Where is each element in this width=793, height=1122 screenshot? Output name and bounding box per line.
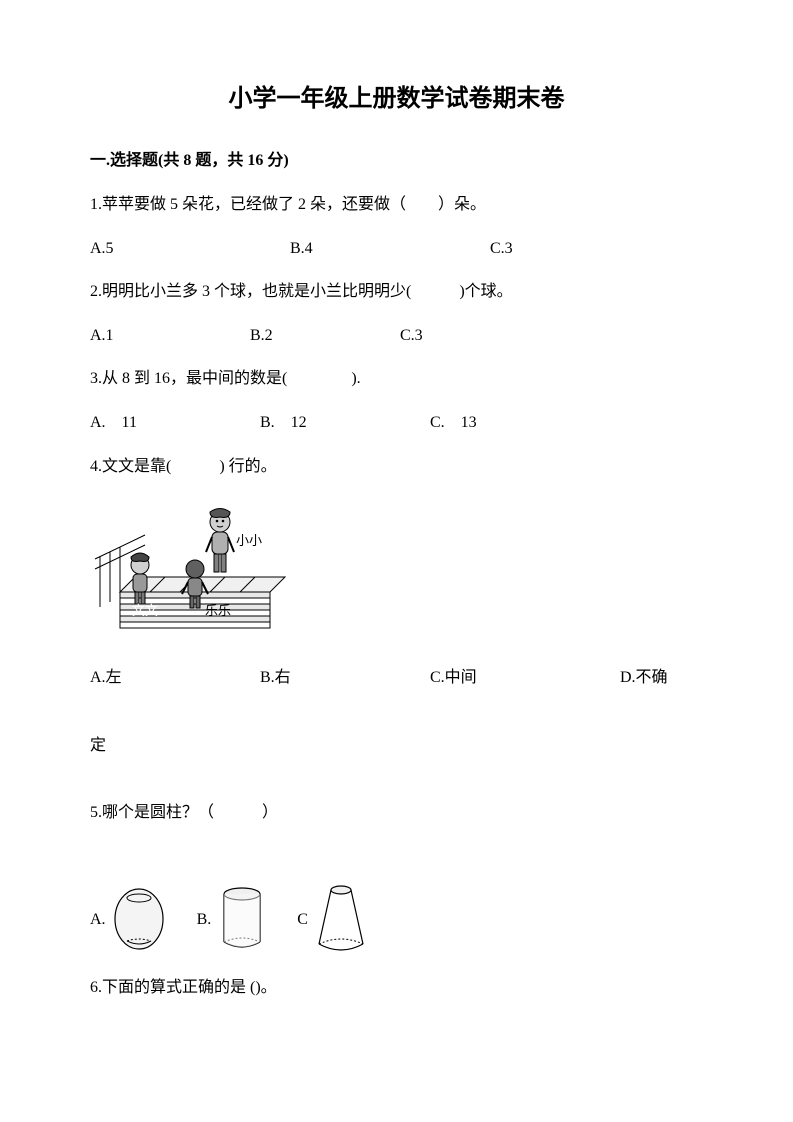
- sphere-icon: [112, 887, 167, 952]
- q2-option-c: C.3: [400, 323, 550, 349]
- q3-options: A. 11 B. 12 C. 13: [90, 410, 703, 436]
- q1-options: A.5 B.4 C.3: [90, 236, 703, 262]
- question-5: 5.哪个是圆柱？（ ） A. B. C: [90, 800, 703, 957]
- q3-option-c: C. 13: [430, 410, 580, 436]
- cone-frustum-icon: [314, 882, 369, 957]
- q4-text: 4.文文是靠( ) 行的。: [90, 454, 703, 480]
- q5-c-label: C: [297, 907, 308, 933]
- q2-options: A.1 B.2 C.3: [90, 323, 703, 349]
- q5-option-c: C: [297, 882, 369, 957]
- section-header: 一.选择题(共 8 题，共 16 分): [90, 148, 703, 174]
- q1-text: 1.苹苹要做 5 朵花，已经做了 2 朵，还要做（ ）朵。: [90, 192, 703, 218]
- q1-option-a: A.5: [90, 236, 290, 262]
- q4-option-a: A.左: [90, 665, 260, 691]
- q3-option-a: A. 11: [90, 410, 260, 436]
- q4-options: A.左 B.右 C.中间 D.不确: [90, 665, 703, 691]
- question-2: 2.明明比小兰多 3 个球，也就是小兰比明明少( )个球。 A.1 B.2 C.…: [90, 279, 703, 348]
- q3-text: 3.从 8 到 16，最中间的数是( ).: [90, 366, 703, 392]
- label-wenwen: 文文: [132, 603, 158, 618]
- child-xiaoxiao: [206, 509, 234, 573]
- q2-option-a: A.1: [90, 323, 250, 349]
- q4-option-d-cont: 定: [90, 733, 703, 759]
- q4-illustration: 小小 文文 乐乐: [90, 497, 703, 647]
- question-1: 1.苹苹要做 5 朵花，已经做了 2 朵，还要做（ ）朵。 A.5 B.4 C.…: [90, 192, 703, 261]
- q4-option-b: B.右: [260, 665, 430, 691]
- q2-text: 2.明明比小兰多 3 个球，也就是小兰比明明少( )个球。: [90, 279, 703, 305]
- q2-option-b: B.2: [250, 323, 400, 349]
- page-title: 小学一年级上册数学试卷期末卷: [90, 80, 703, 118]
- q3-option-b: B. 12: [260, 410, 430, 436]
- q4-option-c: C.中间: [430, 665, 620, 691]
- q4-option-d: D.不确: [620, 665, 700, 691]
- q5-option-a: A.: [90, 887, 167, 952]
- question-4: 4.文文是靠( ) 行的。: [90, 454, 703, 759]
- question-6: 6.下面的算式正确的是 ()。: [90, 975, 703, 1001]
- cylinder-icon: [217, 884, 267, 954]
- q5-a-label: A.: [90, 907, 106, 933]
- question-3: 3.从 8 到 16，最中间的数是( ). A. 11 B. 12 C. 13: [90, 366, 703, 435]
- q5-option-b: B.: [197, 884, 268, 954]
- q6-text: 6.下面的算式正确的是 ()。: [90, 975, 703, 1001]
- q1-option-c: C.3: [490, 236, 640, 262]
- q5-text: 5.哪个是圆柱？（ ）: [90, 800, 703, 826]
- label-lele: 乐乐: [205, 603, 231, 618]
- label-xiaoxiao: 小小: [236, 533, 262, 548]
- q5-b-label: B.: [197, 907, 212, 933]
- q5-options: A. B. C: [90, 882, 703, 957]
- q1-option-b: B.4: [290, 236, 490, 262]
